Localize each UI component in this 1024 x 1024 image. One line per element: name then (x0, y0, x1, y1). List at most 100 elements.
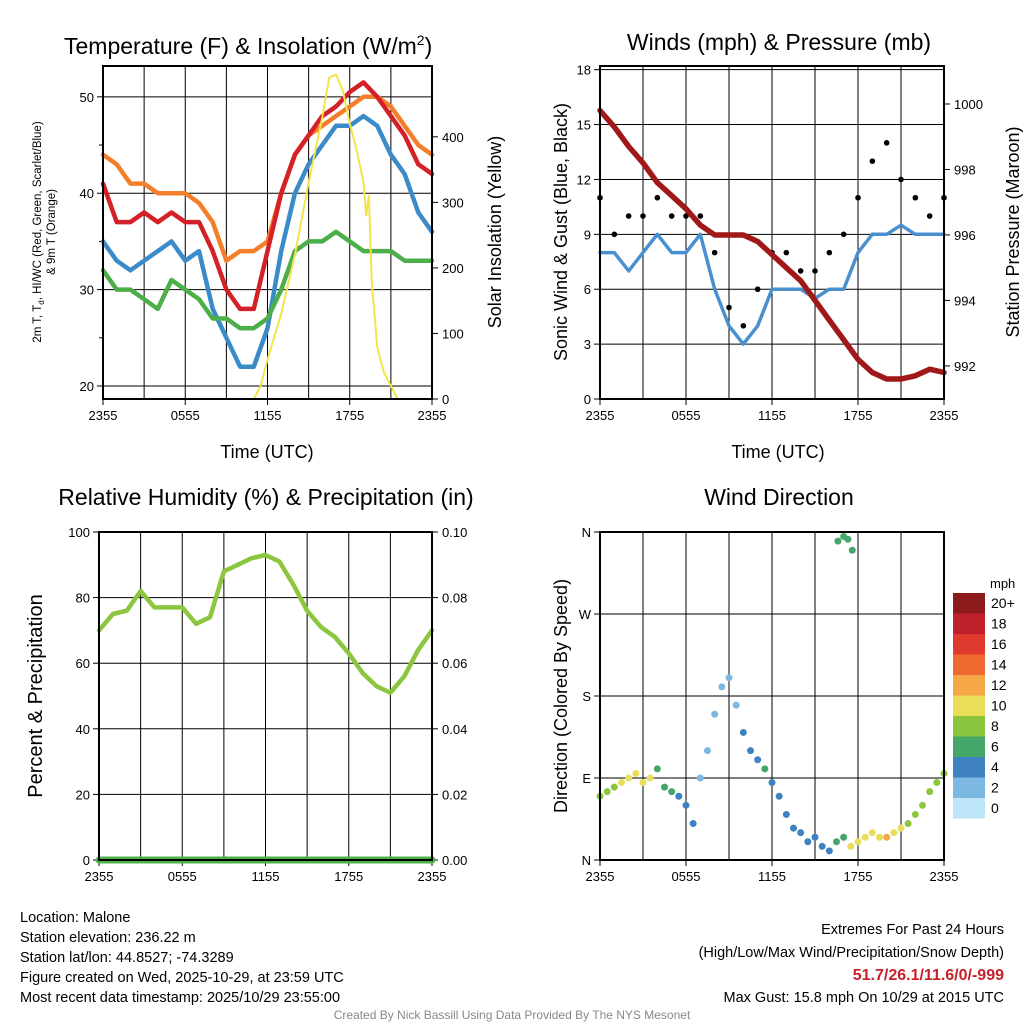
wind-direction-point (876, 833, 883, 841)
latlon-text: Station lat/lon: 44.8527; -74.3289 (20, 950, 234, 966)
wind-direction-point (704, 747, 711, 755)
panel2-y2label: Station Pressure (Maroon) (1003, 126, 1023, 337)
wind-direction-point (761, 765, 769, 773)
gust-point (740, 323, 747, 329)
wind-direction-point (840, 833, 848, 841)
insolation-line (102, 73, 433, 400)
x-tick-label: 0555 (672, 408, 701, 423)
left-y-tick-label: 100 (68, 525, 90, 540)
plot-border (98, 531, 433, 861)
gust-point (754, 286, 761, 293)
panel1-y2label: Solar Insolation (Yellow) (485, 136, 505, 328)
right-y-tick-label: 0.04 (442, 722, 467, 737)
wind-direction-point (883, 833, 891, 841)
gust-point (912, 194, 919, 201)
legend-swatch (953, 695, 985, 716)
wind-direction-point (646, 774, 654, 782)
wind-direction-point (868, 829, 876, 837)
x-tick-label: 2355 (418, 869, 447, 884)
left-y-tick-label: 15 (577, 118, 591, 133)
elevation-text: Station elevation: 236.22 m (20, 930, 196, 946)
gust-point (812, 268, 818, 274)
x-tick-label: 1755 (844, 869, 873, 884)
left-y-tick-label: 30 (80, 283, 94, 298)
wind-direction-point (825, 847, 833, 855)
panel1-title: Temperature (F) & Insolation (W/m2) (64, 32, 432, 59)
legend-label: 8 (991, 718, 999, 734)
left-y-tick-label: 60 (76, 656, 90, 671)
gust-point (697, 213, 704, 219)
created-text: Figure created on Wed, 2025-10-29, at 23… (20, 970, 344, 986)
x-tick-label: 1155 (254, 408, 282, 423)
wind-direction-point (689, 820, 697, 828)
x-tick-label: 1155 (758, 869, 786, 884)
legend-label: 0 (991, 800, 999, 816)
wind-direction-point (775, 792, 783, 800)
left-y-tick-label: 3 (584, 337, 591, 352)
right-y-tick-label: 100 (442, 326, 464, 341)
x-tick-label: 1755 (844, 408, 873, 423)
gust-point (625, 213, 632, 219)
left-y-tick-label: N (582, 525, 591, 540)
plot-border (599, 65, 945, 400)
gust-point (783, 249, 790, 256)
wind-direction-point (834, 537, 842, 545)
x-tick-label: 2355 (418, 408, 447, 423)
max-gust-text: Max Gust: 15.8 mph On 10/29 at 2015 UTC (724, 990, 1004, 1006)
legend-swatch (953, 613, 985, 634)
wind-direction-point (675, 792, 683, 800)
left-y-tick-label: 20 (80, 379, 94, 394)
wind-direction-point (804, 838, 812, 846)
left-y-tick-label: 40 (80, 186, 94, 201)
sonic-wind-line (598, 223, 946, 346)
left-y-tick-label: N (582, 853, 591, 868)
legend-label: 18 (991, 616, 1007, 632)
series-line-td (100, 229, 435, 331)
panel4-ylabel: Direction (Colored By Speed) (551, 579, 571, 813)
wind-direction-point (790, 824, 797, 832)
wind-direction-point (711, 710, 719, 718)
temperature-panel: 2355 0555 1155 1755 2355 20 30 40 50 0 100 200 300 40… (80, 65, 464, 423)
legend-swatch (953, 654, 985, 675)
panel2-xlabel: Time (UTC) (731, 442, 824, 462)
panel3-ylabel: Percent & Precipitation (25, 594, 47, 797)
wind-direction-point (782, 810, 790, 818)
left-y-tick-label: 9 (584, 227, 591, 242)
left-y-tick-label: 80 (76, 591, 90, 606)
gust-point (611, 231, 618, 238)
x-tick-label: 1755 (334, 869, 363, 884)
x-tick-label: 1155 (758, 408, 786, 423)
gust-point (926, 213, 933, 219)
left-y-tick-label: E (582, 771, 591, 786)
gust-point (640, 213, 646, 219)
wind-direction-point (603, 788, 611, 796)
left-y-tick-label: 0 (584, 392, 591, 407)
right-y-tick-label: 0 (442, 392, 449, 407)
gust-point (668, 213, 675, 219)
left-y-tick-label: 20 (76, 787, 90, 802)
left-y-tick-label: S (582, 689, 591, 704)
wind-direction-point (811, 833, 819, 841)
left-y-tick-label: 12 (577, 172, 591, 187)
panel1-xlabel: Time (UTC) (220, 442, 313, 462)
wind-direction-point (848, 546, 856, 554)
gust-point (840, 231, 847, 238)
panel1-ylabel: 2m T, Td, HI/WC (Red, Green, Scarlet/Blu… (32, 121, 46, 342)
wind-direction-point (833, 838, 840, 846)
wind-direction-point (610, 783, 618, 791)
left-y-tick-label: 40 (76, 722, 90, 737)
wind-direction-point (682, 801, 690, 809)
legend-label: 10 (991, 698, 1007, 714)
legend-swatch (953, 757, 985, 778)
wind-direction-point (933, 779, 941, 787)
gust-point (726, 304, 732, 311)
wind-direction-point (768, 779, 776, 787)
right-y-tick-label: 400 (442, 130, 464, 145)
gust-point (797, 268, 804, 274)
right-y-tick-label: 996 (954, 228, 976, 243)
x-tick-label: 1755 (335, 408, 364, 423)
x-tick-label: 0555 (672, 869, 701, 884)
wind-direction-point (904, 820, 912, 828)
right-y-tick-label: 200 (442, 261, 464, 276)
